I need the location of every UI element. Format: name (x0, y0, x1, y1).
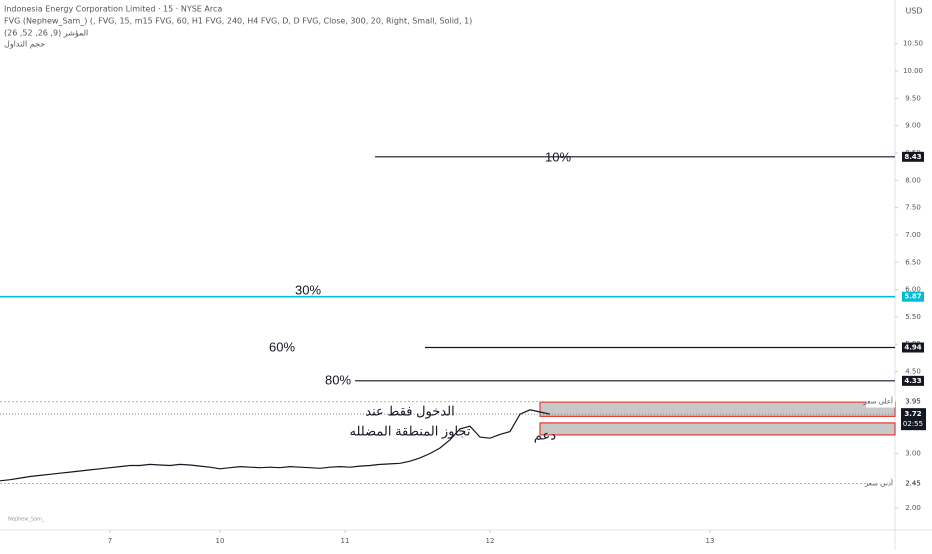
x-tick-label: 11 (341, 537, 350, 545)
last-price: 3.72 (904, 410, 921, 418)
annotation: دعم (534, 427, 556, 443)
y-tick-label: 10.50 (903, 40, 923, 48)
y-tick-label: 9.50 (905, 94, 921, 102)
currency[interactable]: USD (905, 7, 922, 16)
y-tick-label: 7.50 (905, 204, 921, 212)
y-tick-label: 4.50 (905, 368, 921, 376)
level-tag-bg (902, 291, 924, 302)
level-price: 8.43 (904, 153, 921, 161)
level-price: 4.94 (904, 344, 921, 352)
high-tag-bg (866, 395, 895, 408)
level-price: 4.33 (904, 377, 921, 385)
low-price: 2.45 (905, 480, 921, 488)
indicator-fvg[interactable]: FVG (Nephew_Sam_) (, FVG, 15, m15 FVG, 6… (4, 17, 472, 26)
low-tag: أدنى سعر (864, 479, 893, 488)
price-line (0, 409, 551, 482)
y-tick-label: 3.00 (905, 450, 921, 458)
x-tick-label: 7 (108, 537, 112, 545)
level-percent: 10% (545, 149, 571, 164)
y-tick-label: 10.00 (903, 67, 923, 75)
y-tick-label: 7.00 (905, 231, 921, 239)
low-tag-bg (866, 477, 895, 490)
level-percent: 80% (325, 372, 351, 387)
countdown: 02:55 (903, 420, 923, 428)
level-tag-bg (902, 151, 924, 162)
level-percent: 30% (295, 282, 321, 297)
watermark: Nephew_Sam_ (8, 517, 45, 523)
y-tick-label: 6.00 (905, 286, 921, 294)
y-tick-label: 6.50 (905, 258, 921, 266)
level-tag-bg (902, 375, 924, 386)
symbol-title: Indonesia Energy Corporation Limited · 1… (4, 5, 222, 14)
shaded-zone (539, 401, 896, 417)
y-tick-label: 5.50 (905, 313, 921, 321)
level-percent: 60% (269, 339, 295, 354)
y-tick-label: 8.00 (905, 176, 921, 184)
level-price: 5.87 (904, 293, 921, 301)
annotation: الدخول فقط عند (365, 403, 454, 419)
y-tick-label: 9.00 (905, 122, 921, 130)
annotation: تجاوز المنطقة المضلله (350, 423, 471, 439)
shaded-zone (539, 422, 896, 436)
x-tick-label: 12 (486, 537, 495, 545)
x-tick-label: 13 (706, 537, 715, 545)
last-price-bg (901, 408, 926, 431)
level-tag-bg (902, 342, 924, 353)
y-tick-label: 2.00 (905, 504, 921, 512)
indicator-macd[interactable]: المؤشر (9, 26, 52, 26) (4, 29, 88, 38)
indicator-volume[interactable]: حجم التداول (4, 40, 45, 49)
high-tag: أعلى سعر (862, 397, 893, 406)
x-tick-label: 10 (216, 537, 225, 545)
high-price: 3.95 (905, 398, 921, 406)
